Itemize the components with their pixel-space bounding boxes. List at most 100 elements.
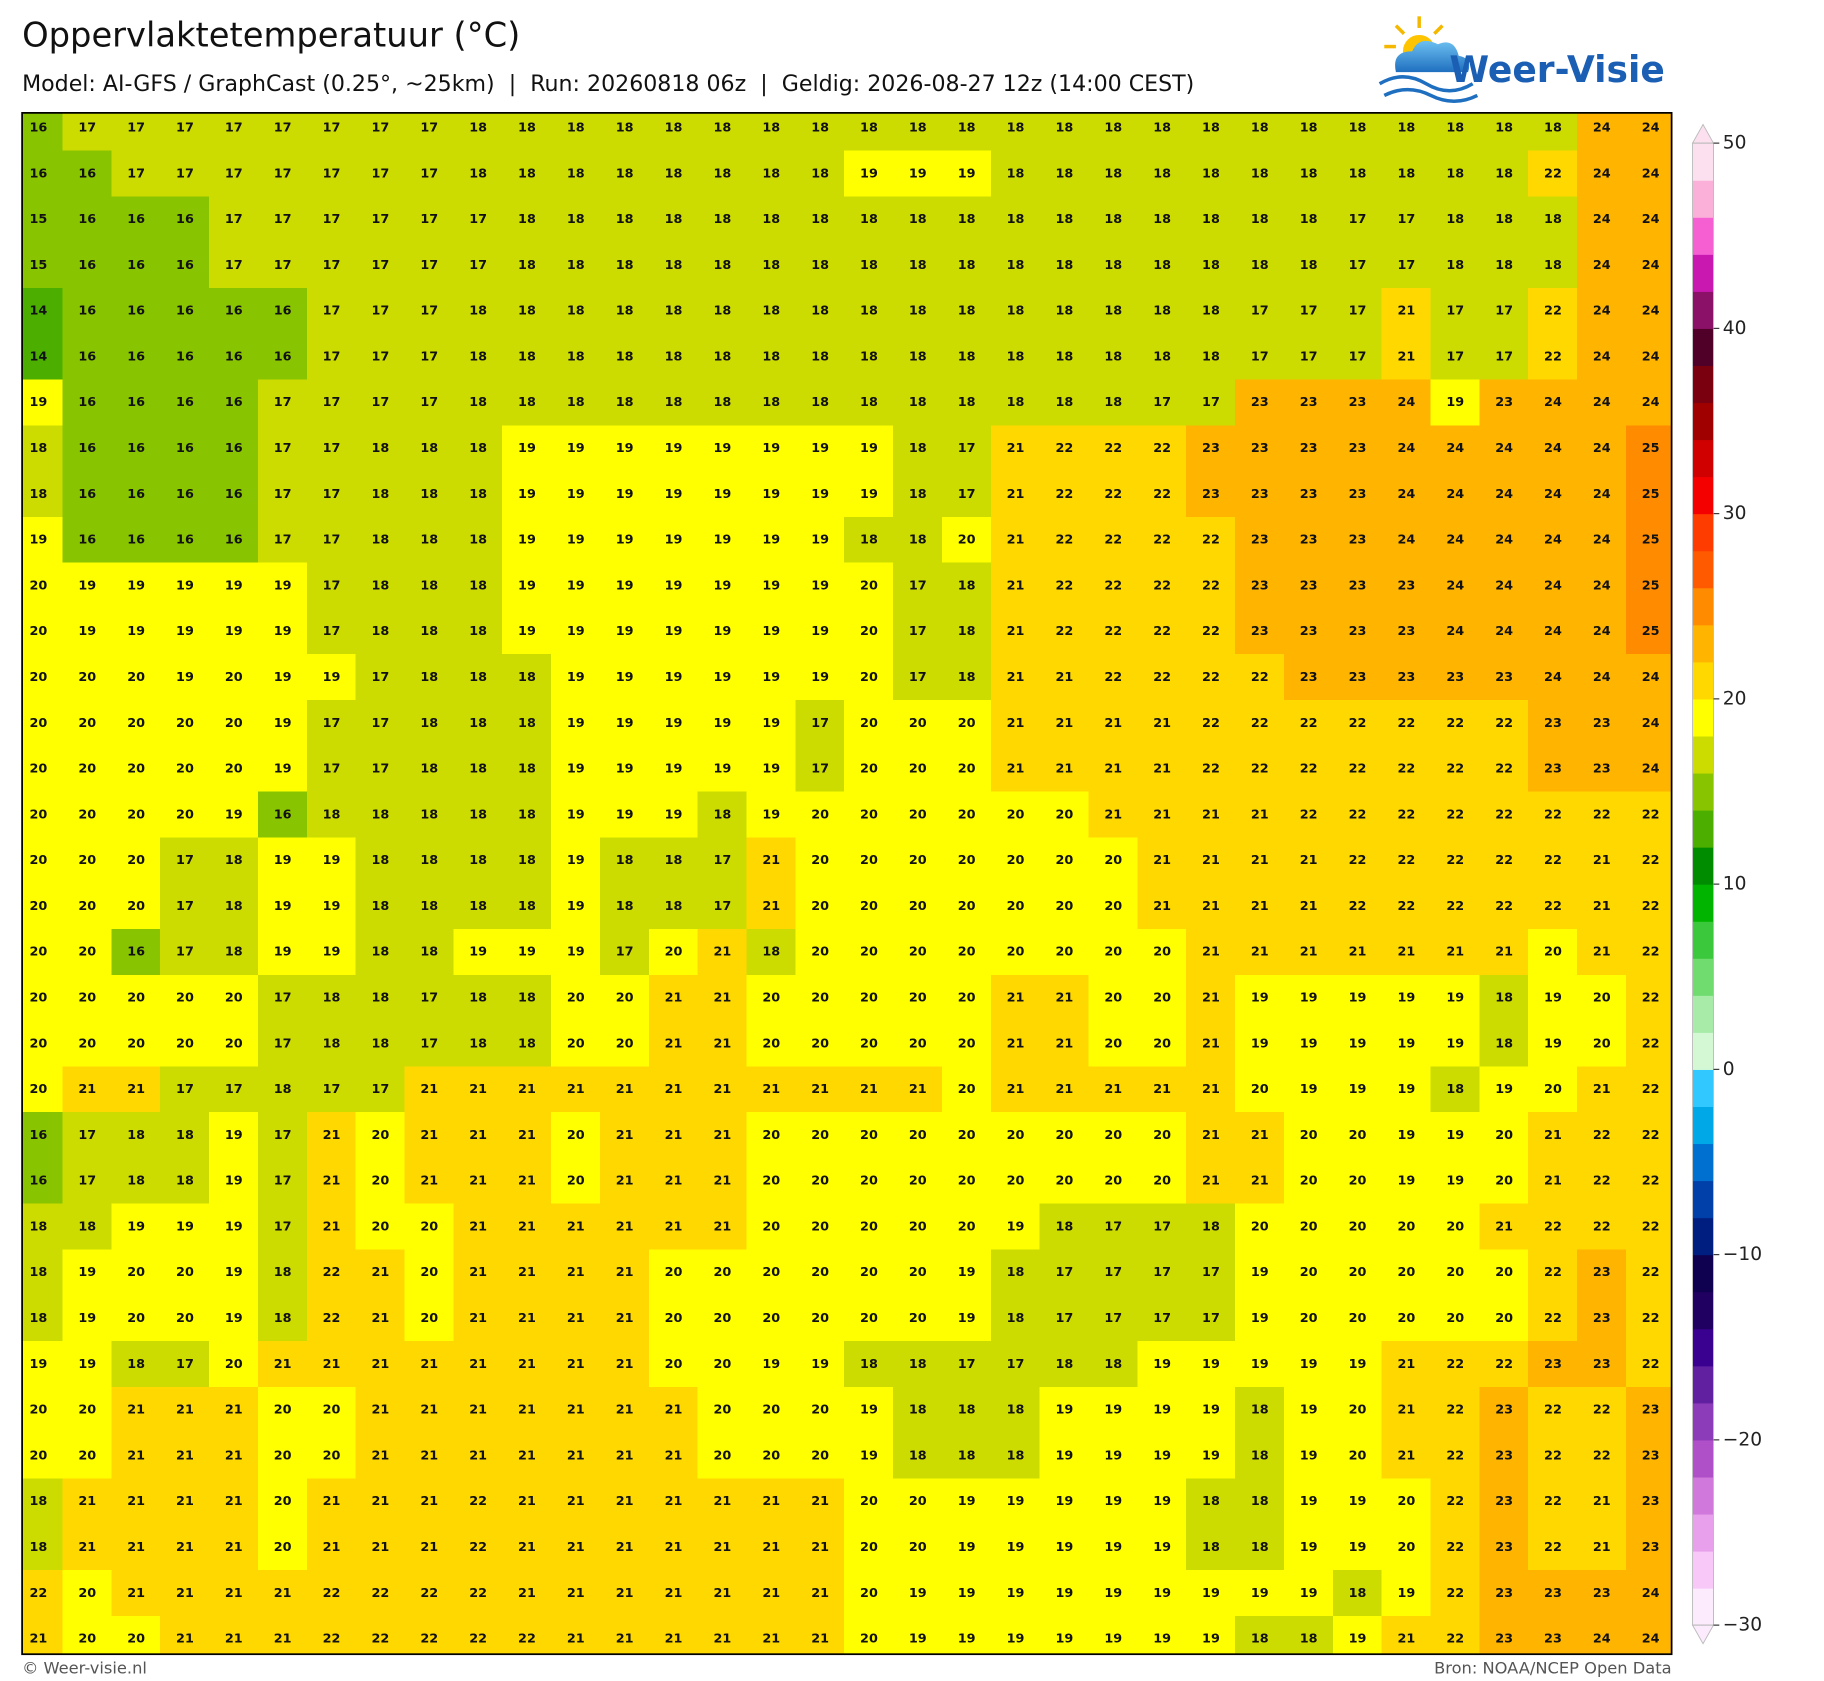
temperature-label: 22 — [1446, 853, 1464, 868]
temperature-label: 16 — [127, 212, 145, 227]
temperature-cell — [599, 837, 650, 884]
temperature-label: 20 — [78, 670, 96, 685]
temperature-label: 24 — [1397, 441, 1415, 456]
subtitle: Model: AI-GFS / GraphCast (0.25°, ~25km)… — [22, 71, 1194, 97]
temperature-label: 21 — [1593, 1494, 1611, 1509]
colorbar-segment — [1692, 513, 1714, 552]
temperature-label: 21 — [1251, 807, 1269, 822]
temperature-label: 17 — [127, 121, 145, 136]
temperature-cell — [599, 425, 650, 472]
temperature-cell — [1088, 1020, 1139, 1068]
temperature-cell — [306, 745, 357, 793]
temperature-cell — [160, 1020, 210, 1068]
temperature-label: 20 — [78, 853, 96, 868]
temperature-cell — [551, 196, 601, 243]
temperature-label: 18 — [29, 1494, 47, 1509]
temperature-cell — [844, 837, 894, 884]
temperature-label: 17 — [1495, 349, 1513, 364]
temperature-cell — [1381, 791, 1432, 839]
temperature-label: 20 — [958, 807, 976, 822]
temperature-cell — [209, 196, 259, 243]
temperature-label: 14 — [29, 304, 47, 319]
temperature-cell — [990, 974, 1041, 1022]
temperature-label: 18 — [665, 258, 683, 273]
temperature-cell — [111, 425, 161, 472]
temperature-label: 24 — [1446, 487, 1464, 502]
temperature-label: 20 — [713, 1311, 731, 1326]
temperature-cell — [1430, 287, 1481, 335]
temperature-label: 19 — [811, 670, 829, 685]
temperature-cell — [22, 974, 64, 1022]
temperature-label: 19 — [811, 487, 829, 502]
temperature-label: 18 — [371, 945, 389, 960]
temperature-label: 23 — [1300, 441, 1318, 456]
temperature-cell — [941, 562, 992, 610]
temperature-cell — [648, 379, 699, 426]
temperature-cell — [1479, 379, 1529, 426]
temperature-label: 21 — [665, 1082, 683, 1097]
temperature-label: 18 — [1055, 349, 1073, 364]
temperature-cell — [355, 928, 406, 976]
temperature-label: 20 — [811, 1403, 829, 1418]
temperature-cell — [1235, 471, 1285, 518]
temperature-label: 19 — [762, 807, 780, 822]
temperature-cell — [1625, 837, 1672, 884]
temperature-label: 21 — [1397, 1357, 1415, 1372]
temperature-cell — [1088, 112, 1139, 152]
temperature-label: 23 — [1593, 762, 1611, 777]
temperature-label: 16 — [29, 166, 47, 181]
temperature-label: 18 — [1300, 212, 1318, 227]
temperature-label: 20 — [909, 1311, 927, 1326]
temperature-cell — [746, 242, 797, 289]
temperature-cell — [306, 883, 357, 930]
colorbar-segment — [1692, 1143, 1714, 1182]
temperature-label: 21 — [469, 1082, 487, 1097]
temperature-label: 23 — [1349, 533, 1367, 548]
temperature-label: 21 — [1055, 716, 1073, 731]
temperature-label: 21 — [1300, 899, 1318, 914]
temperature-label: 20 — [78, 807, 96, 822]
temperature-label: 17 — [958, 441, 976, 456]
temperature-label: 21 — [1153, 807, 1171, 822]
temperature-cell — [1039, 745, 1090, 793]
temperature-label: 19 — [323, 945, 341, 960]
temperature-label: 19 — [811, 578, 829, 593]
temperature-cell — [62, 287, 113, 335]
logo-text: Weer-Visie — [1449, 49, 1664, 91]
temperature-label: 18 — [469, 578, 487, 593]
temperature-label: 19 — [958, 1632, 976, 1647]
temperature-label: 18 — [860, 258, 878, 273]
temperature-label: 18 — [567, 349, 585, 364]
temperature-label: 17 — [1055, 1311, 1073, 1326]
temperature-cell — [795, 112, 845, 152]
temperature-label: 22 — [371, 1632, 389, 1647]
temperature-label: 19 — [274, 716, 292, 731]
temperature-cell — [893, 700, 943, 747]
temperature-label: 19 — [1153, 1403, 1171, 1418]
temperature-label: 19 — [518, 533, 536, 548]
colorbar-segment — [1692, 1513, 1714, 1552]
temperature-cell — [62, 562, 113, 610]
temperature-label: 17 — [323, 166, 341, 181]
temperature-label: 17 — [371, 716, 389, 731]
temperature-label: 21 — [616, 1448, 634, 1463]
temperature-label: 17 — [1349, 304, 1367, 319]
temperature-label: 18 — [1153, 121, 1171, 136]
temperature-label: 22 — [1397, 762, 1415, 777]
temperature-label: 19 — [323, 853, 341, 868]
temperature-label: 21 — [323, 1174, 341, 1189]
temperature-label: 20 — [1104, 945, 1122, 960]
temperature-label: 20 — [29, 853, 47, 868]
temperature-label: 17 — [323, 121, 341, 136]
temperature-label: 21 — [713, 991, 731, 1006]
temperature-cell — [257, 1020, 308, 1068]
temperature-cell — [1381, 112, 1432, 152]
temperature-label: 16 — [176, 395, 194, 410]
temperature-label: 23 — [1495, 1494, 1513, 1509]
temperature-label: 18 — [323, 807, 341, 822]
temperature-label: 18 — [469, 441, 487, 456]
temperature-cell — [306, 112, 357, 152]
temperature-label: 19 — [78, 578, 96, 593]
temperature-label: 21 — [860, 1082, 878, 1097]
temperature-label: 22 — [1349, 899, 1367, 914]
